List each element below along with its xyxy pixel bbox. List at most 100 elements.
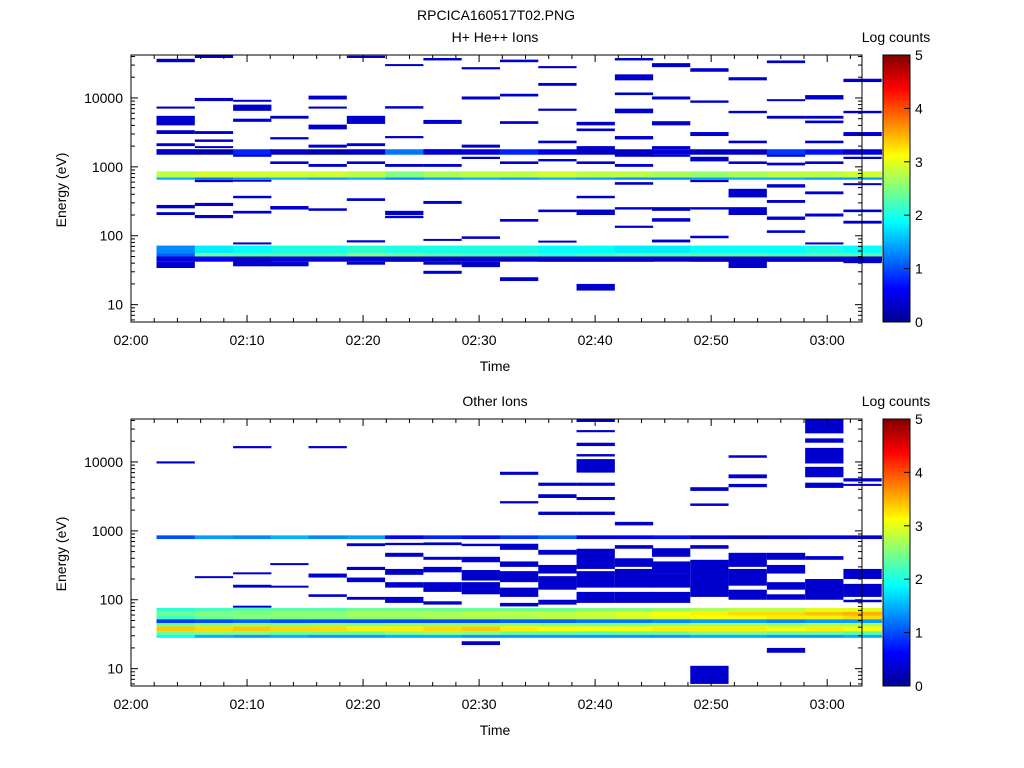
heatmap-band-cell — [614, 535, 654, 540]
colorbar-tick-label: 0 — [915, 678, 923, 694]
x-tick-label: 02:10 — [230, 696, 265, 712]
heatmap-cell — [576, 591, 615, 603]
heatmap-band-cell — [194, 535, 234, 540]
heatmap-cell — [766, 647, 806, 653]
heatmap-cell — [576, 548, 615, 569]
heatmap-cell — [651, 207, 691, 211]
heatmap-band-cell — [690, 607, 729, 612]
heatmap-cell — [270, 261, 309, 267]
heatmap-cell — [843, 209, 882, 213]
heatmap-cell — [766, 99, 806, 102]
heatmap-cell — [728, 140, 767, 144]
heatmap-cell — [576, 419, 615, 422]
heatmap-band-cell — [346, 245, 386, 254]
heatmap-cell — [423, 542, 462, 546]
heatmap-band-cell — [346, 619, 386, 623]
heatmap-band-cell — [766, 149, 806, 155]
heatmap-cell — [423, 238, 462, 241]
heatmap-cell — [843, 183, 882, 186]
heatmap-cell — [614, 521, 654, 526]
heatmap-band-cell — [614, 631, 654, 635]
heatmap-cell — [270, 563, 309, 566]
heatmap-band-cell — [576, 634, 616, 638]
heatmap-cell — [614, 558, 654, 567]
colorbar-label: Log counts — [862, 393, 931, 409]
heatmap-band-cell — [194, 256, 234, 262]
heatmap-cell — [690, 132, 729, 137]
heatmap-band-cell — [766, 631, 806, 635]
heatmap-cell — [690, 503, 729, 506]
heatmap-cell — [499, 571, 539, 583]
heatmap-band-cell — [766, 634, 806, 638]
heatmap-cell — [308, 95, 347, 100]
heatmap-band-cell — [651, 622, 691, 627]
colorbar-label: Log counts — [862, 29, 931, 45]
heatmap-cell — [576, 128, 615, 132]
heatmap-band-cell — [805, 171, 844, 178]
heatmap-band-cell — [385, 607, 424, 612]
heatmap-band-cell — [233, 171, 272, 178]
heatmap-band-cell — [423, 177, 462, 180]
x-axis-label: Time — [480, 722, 511, 738]
heatmap-cell — [576, 511, 615, 515]
heatmap-band-cell — [651, 253, 691, 257]
heatmap-band-cell — [805, 615, 844, 620]
y-tick-label: 100 — [100, 228, 124, 244]
heatmap-cell — [651, 548, 691, 557]
heatmap-band-cell — [805, 622, 844, 627]
panel-title: Other Ions — [462, 393, 527, 409]
heatmap-cell — [308, 573, 347, 578]
heatmap-band-cell — [194, 611, 234, 616]
heatmap-cell — [538, 482, 577, 486]
heatmap-band-cell — [538, 622, 577, 627]
heatmap-band-cell — [194, 631, 234, 635]
heatmap-cell — [690, 665, 729, 684]
heatmap-band-cell — [233, 253, 272, 257]
heatmap-band-cell — [308, 622, 348, 627]
heatmap-band-cell — [461, 171, 501, 178]
heatmap-cell — [499, 121, 539, 124]
heatmap-cell — [843, 78, 882, 83]
heatmap-band-cell — [843, 615, 883, 620]
heatmap-band-cell — [576, 171, 616, 178]
heatmap-cell — [538, 158, 577, 162]
heatmap-cell — [156, 212, 195, 216]
heatmap-cell — [651, 121, 691, 126]
heatmap-band-cell — [308, 619, 348, 623]
heatmap-cell — [194, 215, 234, 219]
heatmap-cell — [538, 108, 577, 111]
heatmap-cell — [576, 496, 615, 501]
heatmap-cell — [728, 77, 767, 81]
heatmap-band-cell — [346, 149, 386, 155]
heatmap-band-cell — [843, 256, 883, 262]
heatmap-band-cell — [690, 622, 729, 627]
heatmap-band-cell — [499, 253, 539, 257]
heatmap-band-cell — [499, 171, 539, 178]
heatmap-band-cell — [499, 631, 539, 635]
heatmap-cell — [728, 474, 767, 479]
heatmap-band-cell — [614, 622, 654, 627]
heatmap-band-cell — [270, 256, 309, 262]
heatmap-cell — [156, 130, 195, 134]
heatmap-band-cell — [270, 619, 309, 623]
heatmap-band-cell — [423, 256, 462, 262]
heatmap-cell — [805, 447, 844, 464]
heatmap-cell — [576, 195, 615, 199]
heatmap-cell — [538, 599, 577, 605]
heatmap-band-cell — [385, 622, 424, 627]
heatmap-band-cell — [766, 177, 806, 180]
heatmap-band-cell — [423, 634, 462, 638]
heatmap-band-cell — [614, 171, 654, 178]
heatmap-band-cell — [270, 611, 309, 616]
heatmap-cell — [843, 583, 882, 597]
heatmap-cell — [766, 594, 806, 600]
heatmap-cell — [538, 564, 577, 574]
heatmap-band-cell — [614, 253, 654, 257]
heatmap-band-cell — [651, 177, 691, 180]
heatmap-cell — [346, 577, 386, 583]
heatmap-band-cell — [728, 177, 768, 180]
heatmap-band-cell — [156, 171, 196, 178]
heatmap-band-cell — [346, 256, 386, 262]
heatmap-band-cell — [270, 615, 309, 620]
heatmap-band-cell — [308, 631, 348, 635]
